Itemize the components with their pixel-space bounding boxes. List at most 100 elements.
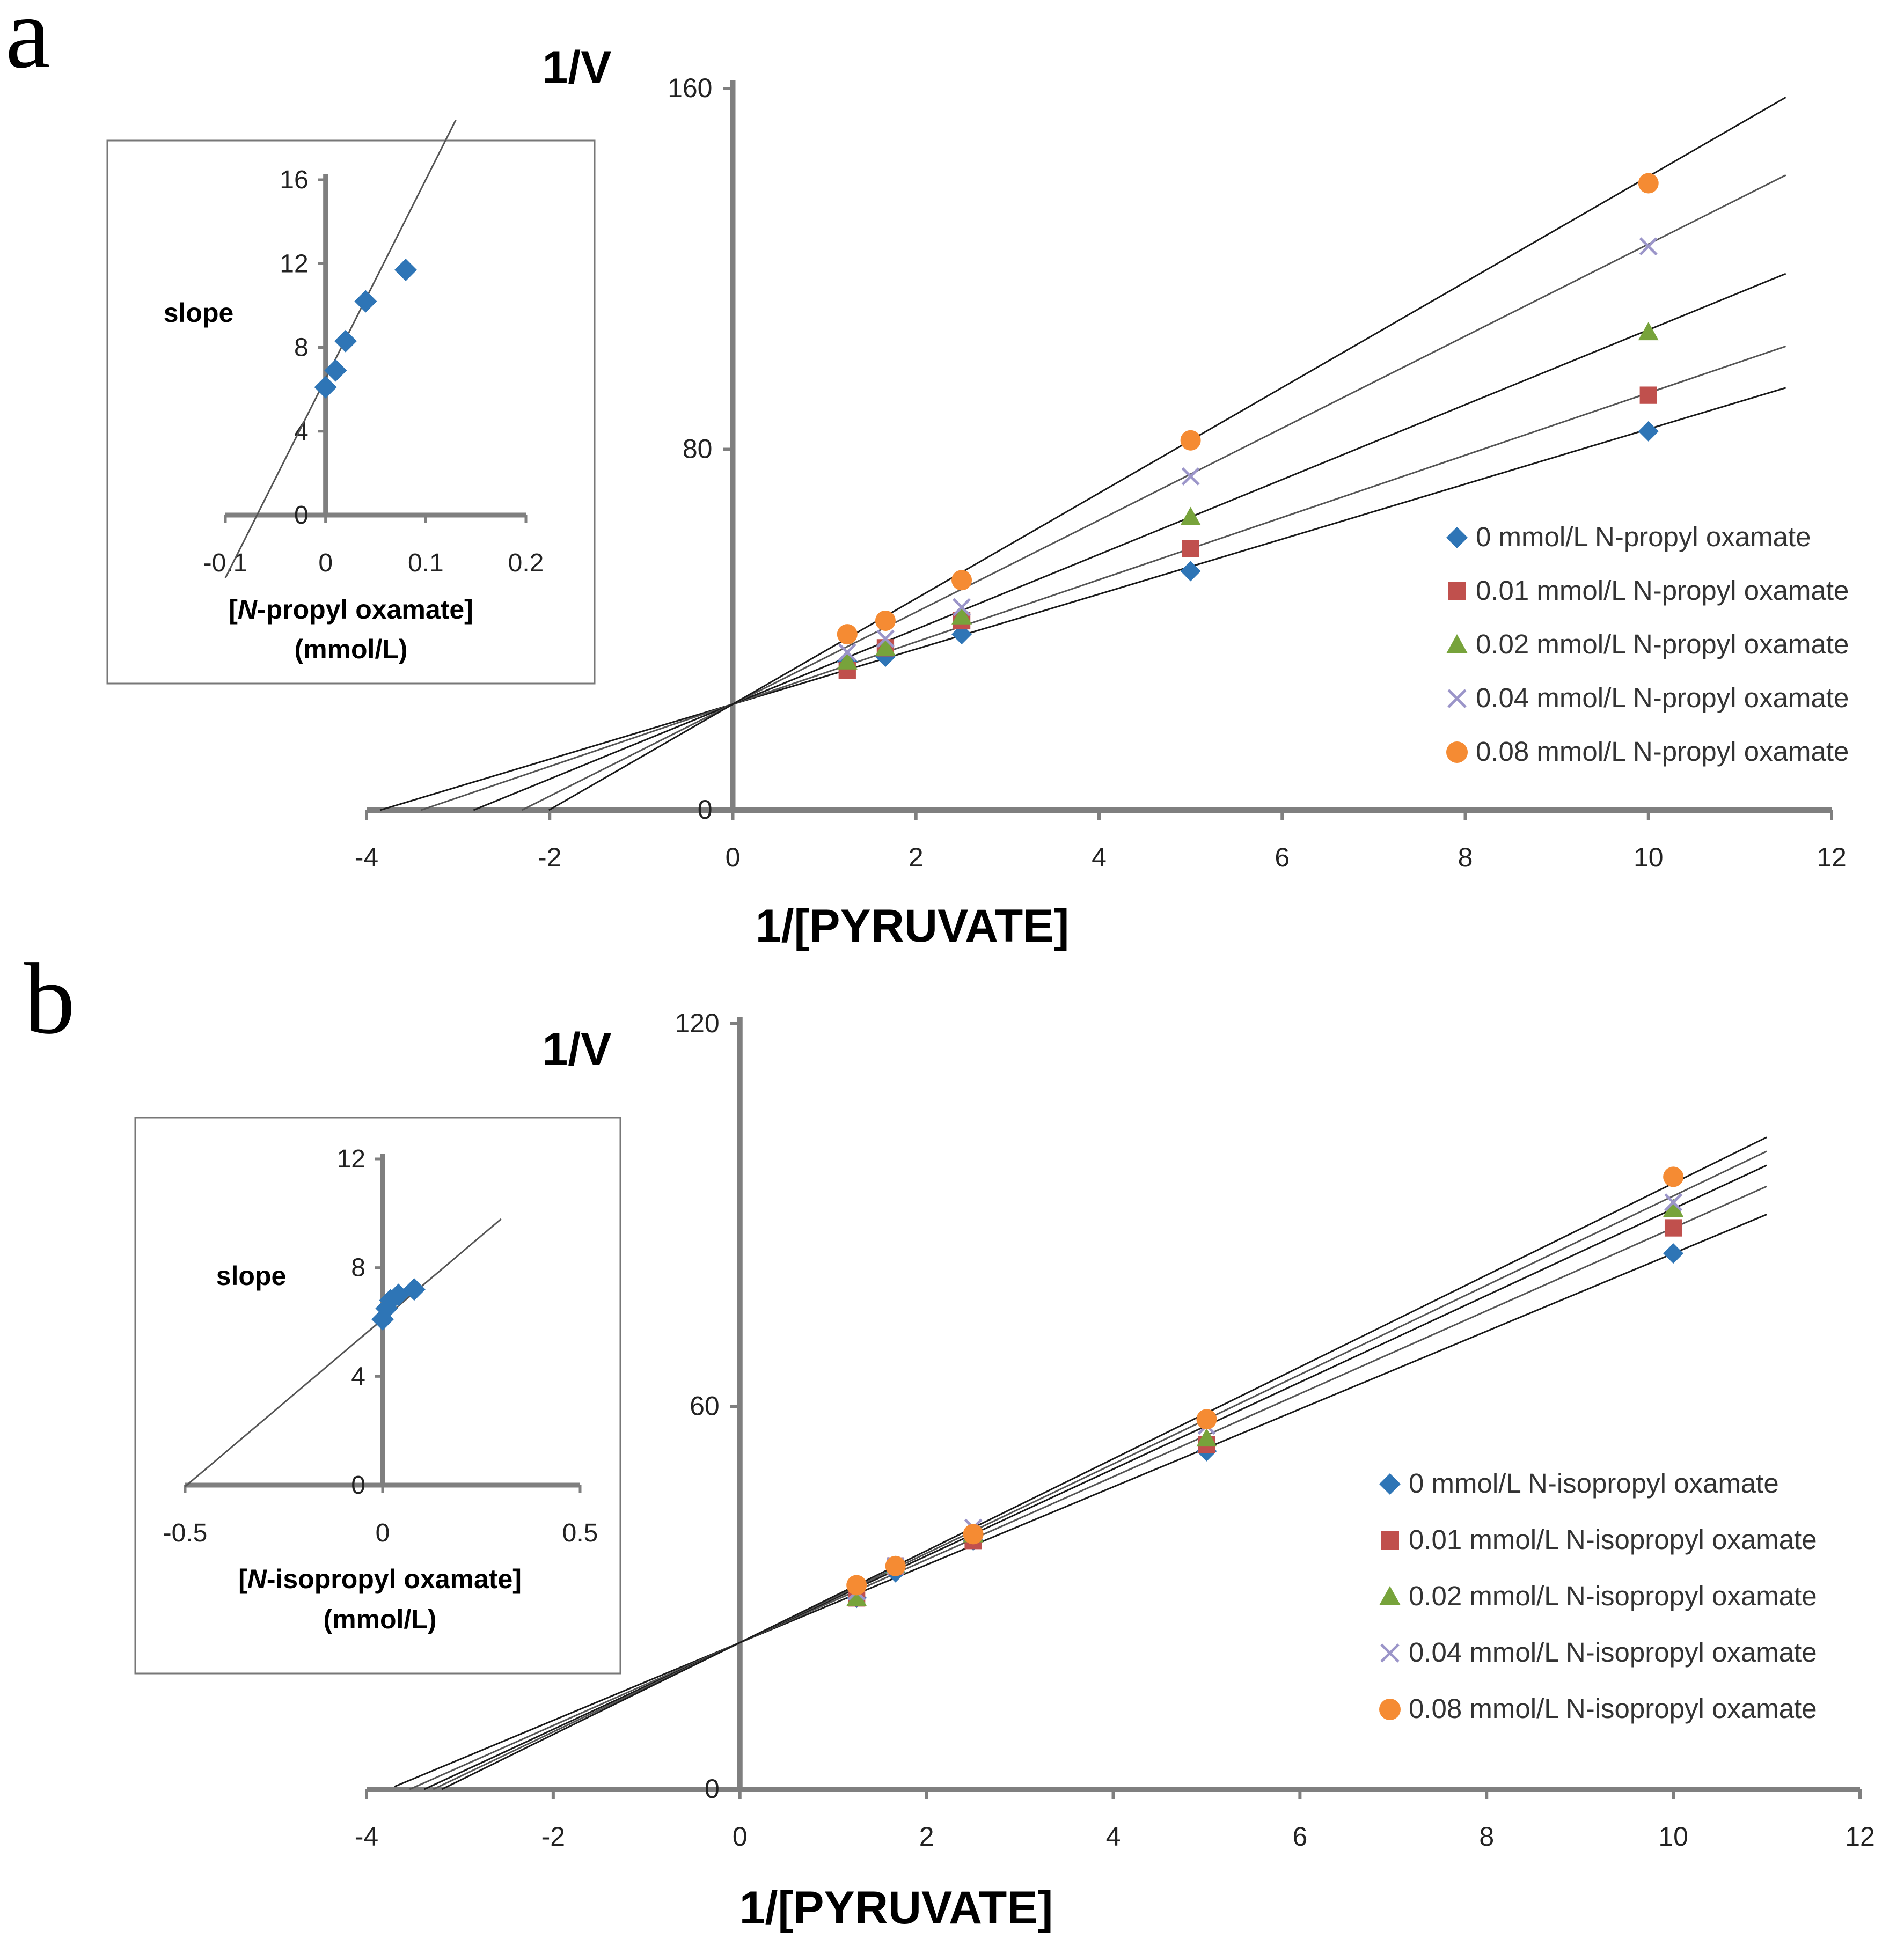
y-tick-label: 60 xyxy=(690,1391,720,1421)
x-tick-label: 4 xyxy=(1092,842,1107,872)
panel-letter: b xyxy=(24,943,75,1055)
legend-label: 0.02 mmol/L N-isopropyl oxamate xyxy=(1409,1581,1817,1611)
inset-data-point xyxy=(334,329,357,353)
legend-label: 0.08 mmol/L N-isopropyl oxamate xyxy=(1409,1693,1817,1724)
data-point xyxy=(1639,237,1658,256)
inset-data-point xyxy=(402,1278,426,1301)
x-tick-label: 2 xyxy=(919,1822,934,1852)
x-tick-label: 2 xyxy=(909,842,924,872)
x-tick-label: -4 xyxy=(355,842,378,872)
x-tick-label: 12 xyxy=(1845,1822,1875,1852)
data-point xyxy=(1196,1428,1217,1447)
x-tick-label: 8 xyxy=(1479,1822,1494,1852)
fit-line xyxy=(409,1185,1767,1790)
inset-x-tick-label: 0.1 xyxy=(408,549,444,577)
inset-x-tick-label: -0.1 xyxy=(203,549,248,577)
x-axis-label: 1/[PYRUVATE] xyxy=(756,900,1070,952)
x-tick-label: -2 xyxy=(541,1822,565,1852)
x-tick-label: 8 xyxy=(1458,842,1473,872)
inset-x-label-open: [ xyxy=(229,594,238,625)
inset-data-point xyxy=(394,258,417,281)
inset: -0.5 0 0.5 0 4 8 12 slope [N-isopropyl oxamate] (… xyxy=(134,1117,621,1675)
x-tick-label: 6 xyxy=(1275,842,1290,872)
legend-marker xyxy=(1446,634,1468,653)
inset-x-label-italic: N xyxy=(247,1564,267,1594)
x-tick-label: 0 xyxy=(733,1822,748,1852)
data-point xyxy=(963,1524,984,1545)
x-tick-label: -2 xyxy=(538,842,561,872)
fit-line xyxy=(548,97,1786,811)
x-tick-label: 12 xyxy=(1817,842,1847,872)
data-point xyxy=(1664,1193,1683,1211)
data-point xyxy=(1663,1243,1684,1264)
inset-y-label: slope xyxy=(164,298,234,328)
inset-data-point xyxy=(324,359,347,382)
inset-x-label-rest: -propyl oxamate] xyxy=(257,594,473,625)
data-point xyxy=(876,629,895,648)
data-point xyxy=(1638,421,1659,442)
legend-marker xyxy=(1380,1643,1400,1663)
fit-line xyxy=(521,174,1786,811)
series-4 xyxy=(837,173,1659,645)
data-point xyxy=(1638,321,1659,341)
inset-data-point xyxy=(314,376,337,399)
legend: 0 mmol/L N-propyl oxamate 0.01 mmol/L N-p… xyxy=(1446,522,1849,767)
x-axis-label: 1/[PYRUVATE] xyxy=(739,1882,1053,1934)
data-point xyxy=(1196,1409,1217,1430)
data-point xyxy=(1180,561,1201,582)
inset-y-tick-label: 12 xyxy=(280,249,308,278)
series-3 xyxy=(838,237,1658,662)
legend-marker xyxy=(1379,1473,1401,1495)
data-point xyxy=(1180,430,1201,451)
legend-label: 0.01 mmol/L N-propyl oxamate xyxy=(1476,575,1849,606)
panel-letter: a xyxy=(5,0,50,90)
y-axis-label: 1/V xyxy=(542,42,611,93)
y-axis-label: 1/V xyxy=(542,1024,611,1075)
inset-y-tick-label: 16 xyxy=(280,166,308,194)
legend-label: 0.01 mmol/L N-isopropyl oxamate xyxy=(1409,1524,1817,1555)
inset-y-tick-label: 8 xyxy=(294,334,309,362)
data-point xyxy=(838,643,856,662)
inset-x-label-italic: N xyxy=(238,594,258,625)
fit-line xyxy=(423,1164,1767,1790)
data-point xyxy=(953,598,971,616)
fit-line xyxy=(394,1214,1767,1788)
fit-line xyxy=(473,273,1786,811)
legend-label: 0.04 mmol/L N-isopropyl oxamate xyxy=(1409,1637,1817,1668)
inset-x-tick-label: 0.5 xyxy=(562,1519,598,1547)
x-tick-label: 4 xyxy=(1106,1822,1121,1852)
legend-marker xyxy=(1379,1586,1401,1605)
y-tick-label: 120 xyxy=(675,1008,719,1038)
x-tick-label: 0 xyxy=(726,842,741,872)
inset-y-tick-label: 4 xyxy=(294,417,309,446)
legend-label: 0 mmol/L N-isopropyl oxamate xyxy=(1409,1468,1779,1499)
legend-label: 0.04 mmol/L N-propyl oxamate xyxy=(1476,682,1849,713)
legend-marker xyxy=(1446,741,1468,763)
inset-x-tick-label: -0.5 xyxy=(163,1519,208,1547)
inset-fit-line xyxy=(185,1218,502,1487)
inset-x-tick-label: 0 xyxy=(318,549,333,577)
fit-line xyxy=(379,387,1786,811)
y-tick-label: 160 xyxy=(668,73,712,103)
inset: -0.1 0 0.1 0.2 0 4 8 12 16 slope [N-propyl oxamate… xyxy=(106,119,596,685)
inset-x-label: [N-isopropyl oxamate] xyxy=(238,1564,522,1594)
data-point xyxy=(1182,540,1199,557)
inset-fit-line xyxy=(224,119,457,578)
inset-x-unit: (mmol/L) xyxy=(294,634,407,664)
inset-y-tick-label: 0 xyxy=(294,501,309,530)
legend-marker xyxy=(1446,527,1468,548)
legend: 0 mmol/L N-isopropyl oxamate 0.01 mmol/L … xyxy=(1379,1468,1817,1724)
data-point xyxy=(951,570,972,591)
inset-y-tick-label: 8 xyxy=(351,1254,365,1282)
data-point xyxy=(1181,467,1200,486)
inset-frame xyxy=(106,139,596,685)
legend-marker xyxy=(1379,1699,1401,1720)
data-point xyxy=(885,1555,906,1576)
fit-line xyxy=(420,345,1786,811)
x-tick-label: 10 xyxy=(1634,842,1664,872)
data-point xyxy=(1639,386,1657,404)
inset-data-point xyxy=(354,290,377,313)
